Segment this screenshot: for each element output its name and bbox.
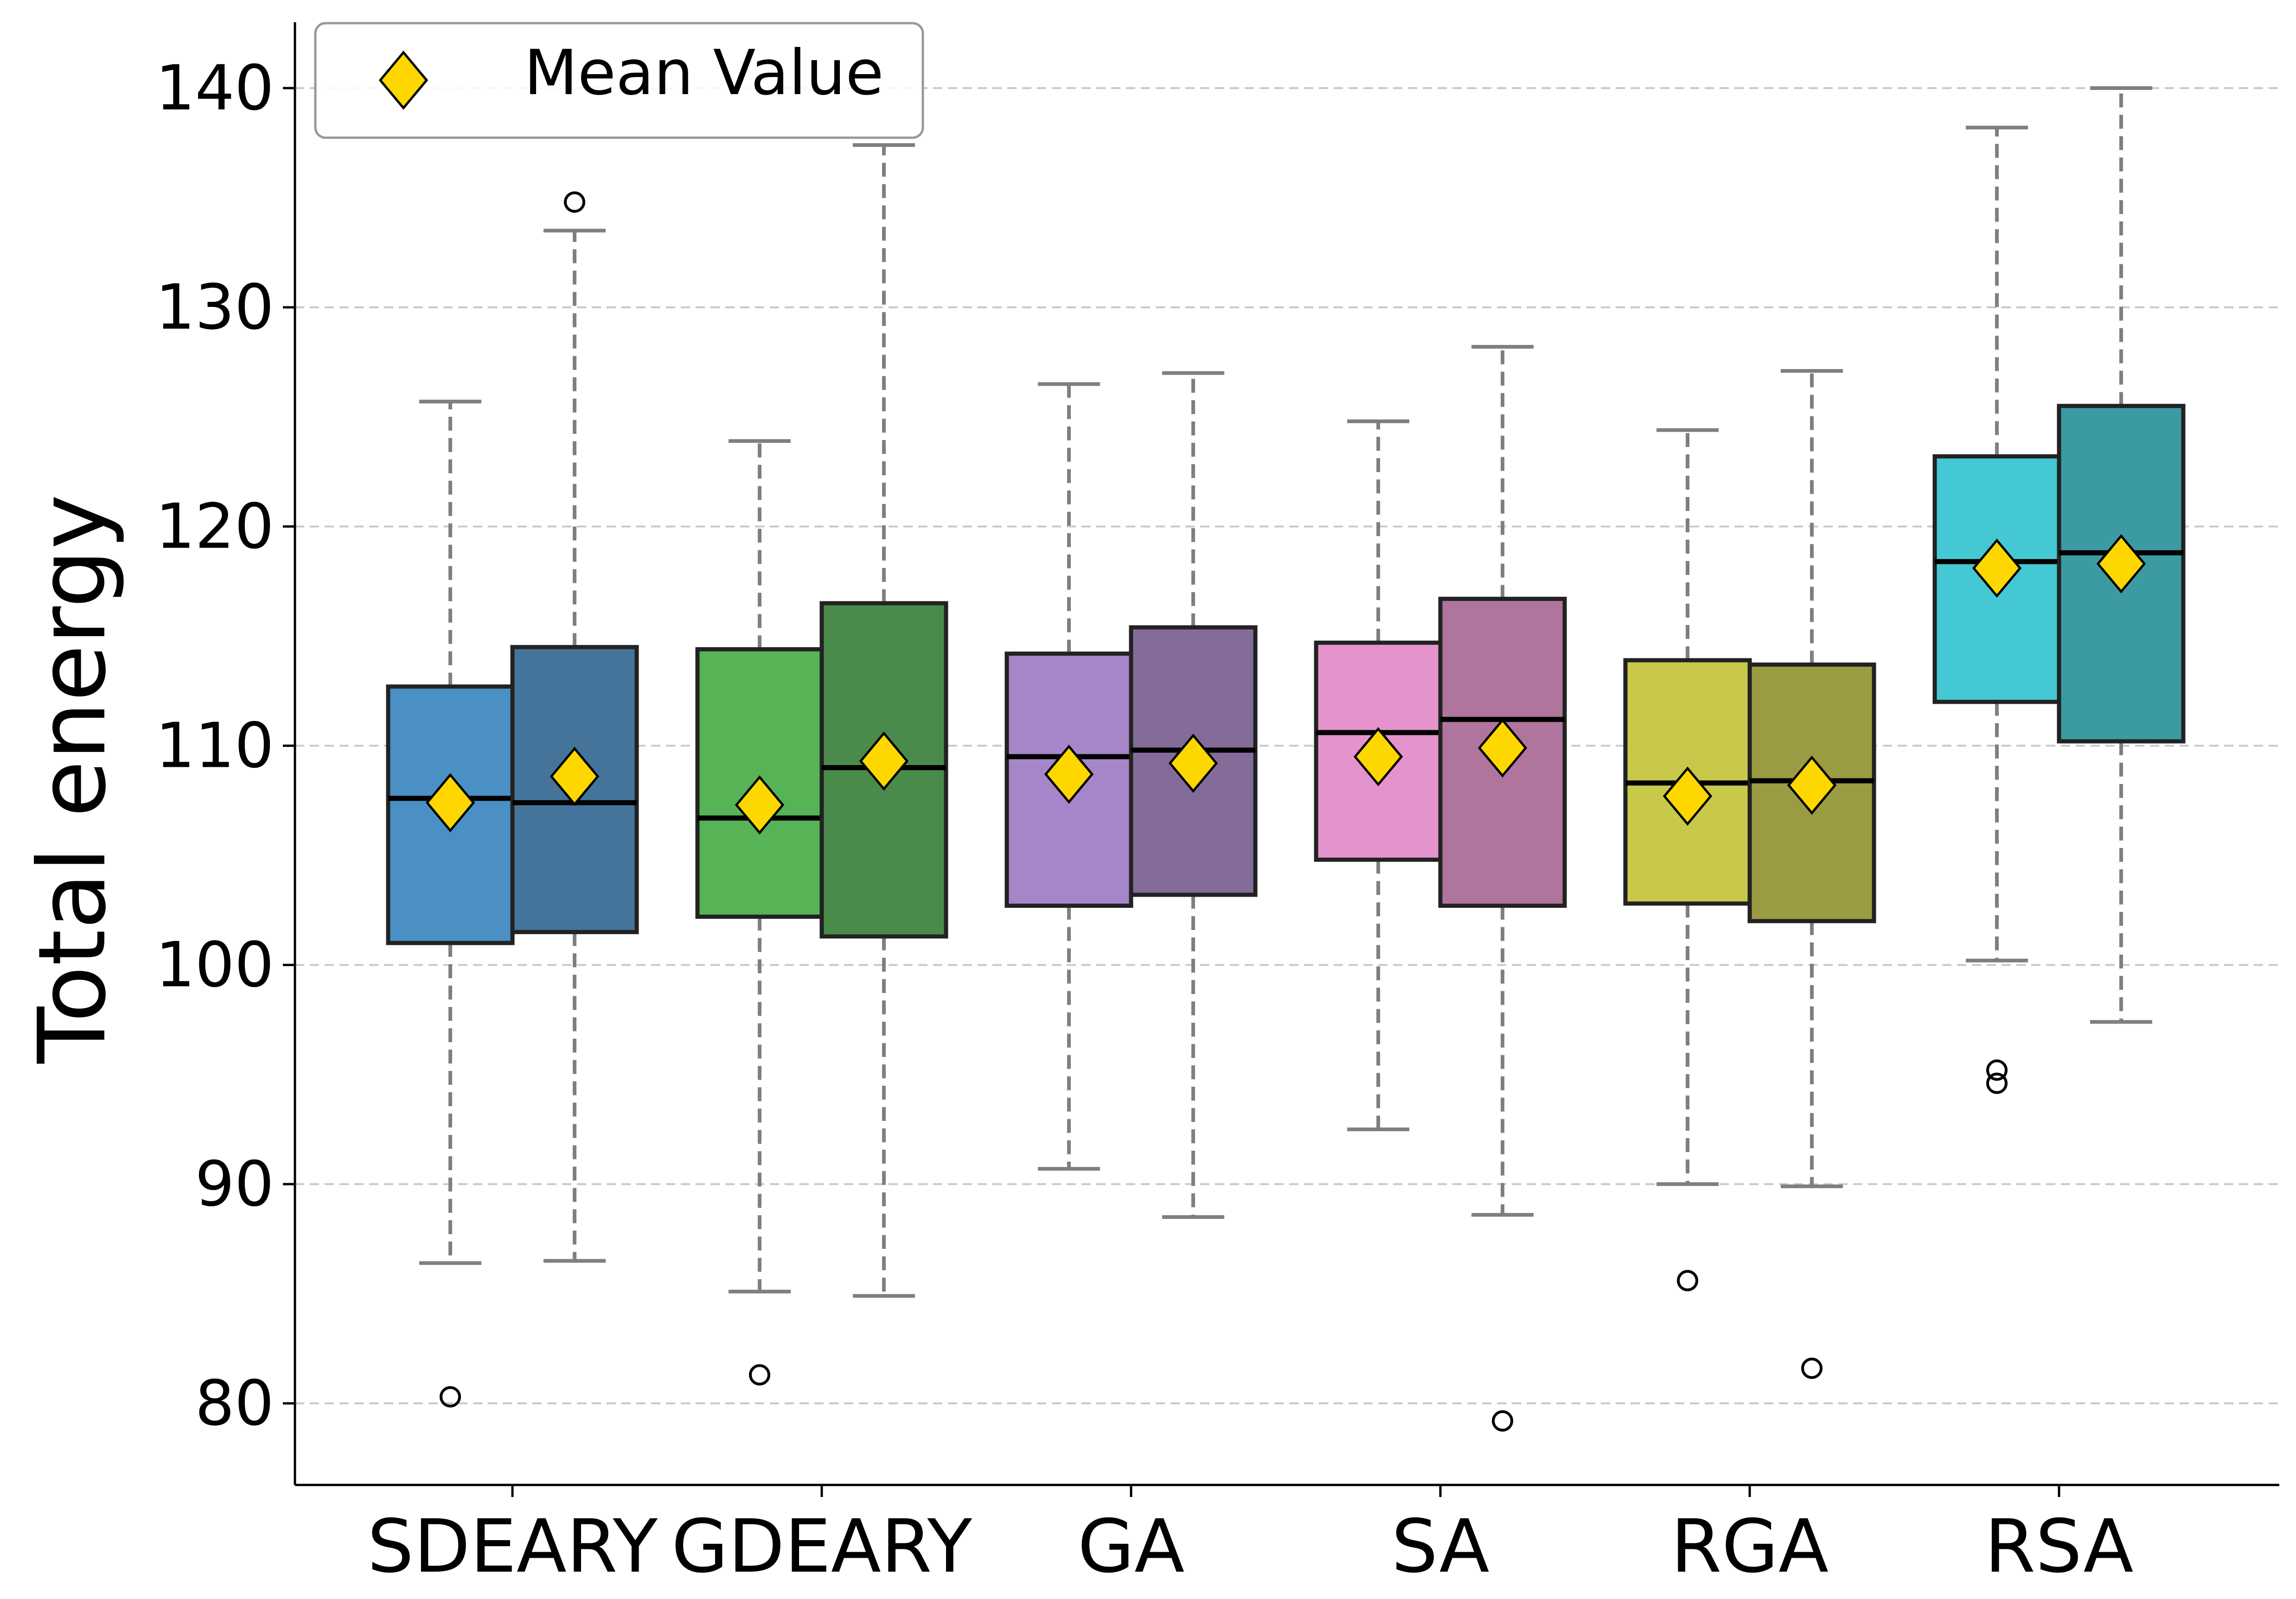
x-tick-label-sdeary: SDEARY: [367, 1504, 658, 1589]
box-rsa-1-outlier-1: [1986, 1059, 2008, 1081]
x-tick-label-gdeary: GDEARY: [672, 1504, 972, 1589]
y-tick-label-100: 100: [155, 929, 274, 1001]
legend-mean-marker: [378, 51, 429, 110]
box-sdeary-1-mean-marker: [425, 773, 475, 833]
boxes-layer: [386, 86, 2186, 1432]
box-sdeary-2-outlier-1: [564, 191, 585, 213]
box-rga-1: [1623, 428, 1752, 1292]
box-gdeary-1-outlier-1: [749, 1364, 770, 1386]
y-tick-label-130: 130: [155, 271, 274, 344]
x-tick-label-rsa: RSA: [1984, 1504, 2133, 1589]
box-rga-1-outlier-1: [1677, 1270, 1698, 1292]
box-rsa-1-mean-marker: [1972, 538, 2022, 598]
box-ga-1-mean-marker: [1044, 745, 1094, 804]
box-rga-2-mean-marker: [1787, 755, 1837, 815]
box-rsa-1-outlier-2: [1986, 1072, 2008, 1094]
box-rga-2-outlier-1: [1801, 1357, 1823, 1379]
box-rga-1-mean-marker: [1663, 766, 1713, 826]
y-tick-label-120: 120: [155, 491, 274, 563]
box-rsa-1: [1932, 126, 2061, 1094]
x-tick-label-sa: SA: [1391, 1504, 1489, 1589]
box-sa-2-outlier-1: [1492, 1410, 1513, 1432]
legend: Mean Value: [314, 22, 924, 139]
box-sdeary-1-outlier-1: [440, 1386, 461, 1408]
box-ga-2-mean-marker: [1168, 733, 1218, 793]
axes: [294, 22, 2279, 1486]
box-sa-1-mean-marker: [1353, 727, 1403, 787]
y-axis-label: Total energy: [19, 494, 127, 1064]
box-rga-2: [1747, 369, 1876, 1379]
box-gdeary-2-mean-marker: [859, 731, 909, 791]
x-tick-label-rga: RGA: [1671, 1504, 1829, 1589]
box-sa-2-mean-marker: [1477, 718, 1528, 778]
x-tick-label-ga: GA: [1078, 1504, 1185, 1589]
box-rsa-2: [2057, 86, 2186, 1024]
y-tick-label-80: 80: [195, 1367, 274, 1440]
legend-frame: [314, 22, 924, 139]
box-gdeary-1-body: [695, 647, 824, 919]
box-gdeary-2: [819, 143, 948, 1298]
y-tick-label-90: 90: [195, 1148, 274, 1220]
box-sa-1: [1314, 419, 1443, 1131]
box-rsa-2-mean-marker: [2096, 534, 2146, 593]
x-ticks: SDEARY GDEARY GA SA RGA RSA: [367, 1485, 2134, 1589]
box-ga-1: [1004, 382, 1133, 1171]
y-ticks: 80 90 100 110 120 130 140: [155, 52, 295, 1440]
legend-entry-label: Mean Value: [524, 37, 884, 109]
box-sdeary-2-mean-marker: [550, 746, 600, 806]
y-tick-label-140: 140: [155, 52, 274, 124]
box-sdeary-2: [510, 191, 639, 1263]
box-sa-2: [1438, 344, 1567, 1432]
box-gdeary-1: [695, 439, 824, 1386]
box-ga-2: [1129, 371, 1258, 1219]
box-rsa-1-body: [1932, 454, 2061, 704]
box-gdeary-1-mean-marker: [735, 775, 785, 835]
box-sdeary-1: [386, 400, 515, 1408]
y-tick-label-110: 110: [155, 710, 274, 782]
